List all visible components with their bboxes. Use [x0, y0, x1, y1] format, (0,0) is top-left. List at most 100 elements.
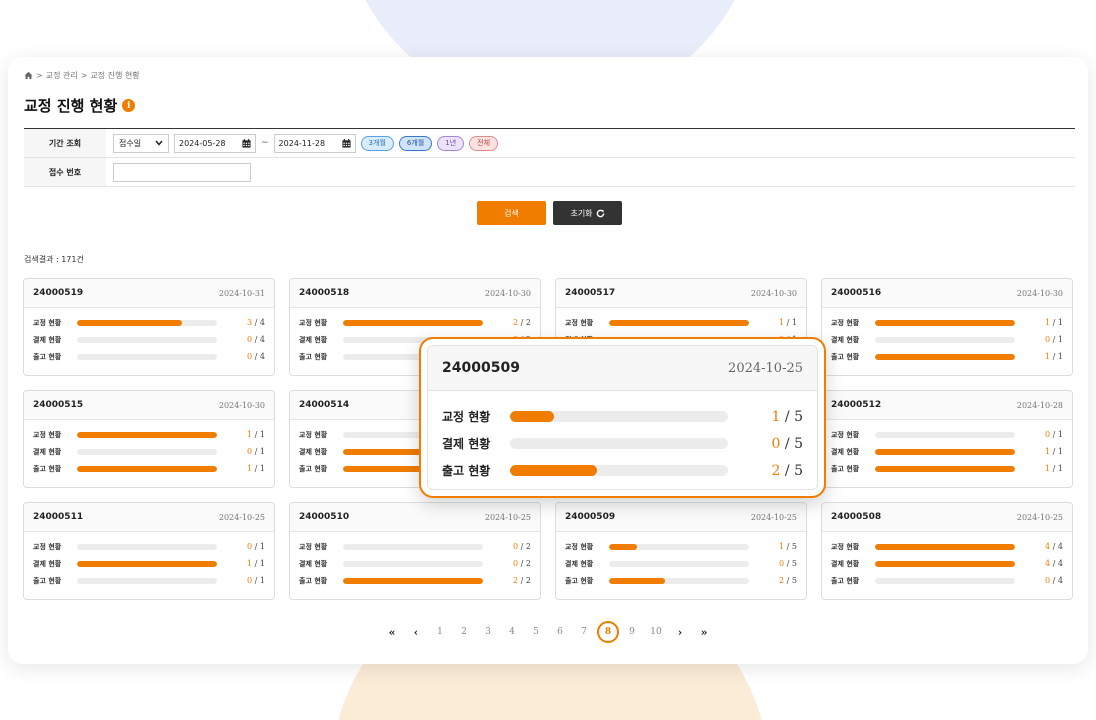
result-card[interactable]: 24000512 2024-10-28 교정 현황 0 / 1 결제 현황 1 / 1 출고… [821, 390, 1073, 488]
shipment-status-progress-fill [875, 465, 1015, 472]
home-icon[interactable] [24, 71, 33, 80]
calibration-status-label: 교정 현황 [33, 542, 62, 551]
payment-status-row: 결제 현황 4 / 4 [831, 555, 1063, 572]
shipment-status-value: 0 / 1 [247, 576, 265, 585]
card-date: 2024-10-31 [218, 288, 265, 298]
payment-status-value: 0 / 1 [247, 447, 265, 456]
status-done-count: 1 [779, 318, 785, 327]
search-filter: 기간 조회 접수일 2024-05-28 ~ 2024-11-28 3개월 6개… [24, 128, 1075, 187]
shipment-status-label: 출고 현황 [33, 464, 62, 473]
page-number[interactable]: 7 [581, 627, 587, 637]
prev-page-button[interactable]: ‹ [413, 625, 419, 639]
date-to-input[interactable]: 2024-11-28 [273, 133, 356, 153]
info-icon[interactable]: i [122, 99, 136, 112]
date-from-input[interactable]: 2024-05-28 [174, 133, 256, 153]
page-number[interactable]: 4 [509, 627, 515, 637]
date-type-select[interactable]: 접수일 [113, 133, 169, 153]
result-card[interactable]: 24000510 2024-10-25 교정 현황 0 / 2 결제 현황 0 / 2 출고… [289, 502, 541, 600]
calendar-icon[interactable] [242, 138, 251, 148]
result-card[interactable]: 24000516 2024-10-30 교정 현황 1 / 1 결제 현황 0 / 1 출고… [821, 278, 1073, 376]
payment-status-row: 결제 현황 0 / 1 [33, 443, 265, 460]
card-stats: 교정 현황 0 / 1 결제 현황 1 / 1 출고 현황 1 / 1 [822, 420, 1072, 477]
popup-shipment-status-row: 출고 현황 2 / 5 [442, 457, 803, 484]
page-number-current[interactable]: 8 [597, 621, 619, 643]
shipment-status-row: 출고 현황 1 / 1 [831, 348, 1063, 365]
calibration-status-progress-bar [875, 543, 1015, 550]
status-done-count: 2 [513, 318, 519, 327]
reset-button[interactable]: 초기화 [553, 201, 622, 225]
status-done-count: 0 [771, 435, 781, 452]
status-total-count: 1 [1057, 318, 1063, 327]
shipment-status-value: 1 / 1 [1045, 352, 1063, 361]
payment-status-row: 결제 현황 0 / 2 [299, 555, 531, 572]
card-header: 24000519 2024-10-31 [24, 279, 274, 308]
status-total-count: 1 [1057, 352, 1063, 361]
result-card[interactable]: 24000519 2024-10-31 교정 현황 3 / 4 결제 현황 0 / 4 출고… [23, 278, 275, 376]
payment-status-progress-fill [77, 560, 217, 567]
pagination: « ‹ 1 2 3 4 5 6 7 8 9 10 › » [380, 621, 716, 643]
calibration-status-value: 0 / 2 [513, 542, 531, 551]
result-card[interactable]: 24000515 2024-10-30 교정 현황 1 / 1 결제 현황 0 / 1 출고… [23, 390, 275, 488]
result-card[interactable]: 24000508 2024-10-25 교정 현황 4 / 4 결제 현황 4 / 4 출고… [821, 502, 1073, 600]
status-total-count: 1 [1057, 464, 1063, 473]
status-done-count: 0 [247, 352, 253, 361]
popup-date: 2024-10-25 [728, 360, 803, 376]
card-header: 24000510 2024-10-25 [290, 503, 540, 532]
receipt-number-input[interactable] [113, 162, 251, 182]
status-total-count: 1 [1057, 335, 1063, 344]
popup-calibration-status-value: 1 / 5 [771, 408, 803, 425]
date-from-value: 2024-05-28 [179, 138, 226, 148]
shipment-status-row: 출고 현황 0 / 4 [33, 348, 265, 365]
calibration-status-progress-fill [875, 319, 1015, 326]
search-button[interactable]: 검색 [477, 201, 546, 225]
payment-status-value: 1 / 1 [1045, 447, 1063, 456]
payment-status-progress-bar [77, 336, 217, 343]
page-number[interactable]: 1 [437, 627, 443, 637]
period-chip-3-months[interactable]: 3개월 [360, 135, 394, 151]
calibration-status-progress-bar [875, 319, 1015, 326]
payment-status-row: 결제 현황 0 / 4 [33, 331, 265, 348]
last-page-button[interactable]: » [700, 625, 708, 639]
period-chip-1-year[interactable]: 1년 [437, 135, 465, 151]
card-stats: 교정 현황2 / 2결제 현황0 / 2출고 현황0 / 2 [290, 308, 540, 365]
calibration-status-label: 교정 현황 [299, 542, 328, 551]
result-card[interactable]: 24000511 2024-10-25 교정 현황 0 / 1 결제 현황 1 / 1 출고… [23, 502, 275, 600]
calibration-status-value: 3 / 4 [247, 318, 265, 327]
breadcrumb-item-current: 교정 진행 현황 [90, 71, 140, 80]
payment-status-progress-bar [343, 336, 483, 343]
status-total-count: 2 [525, 542, 531, 551]
page-number[interactable]: 6 [557, 627, 563, 637]
calibration-status-label: 교정 현황 [33, 318, 62, 327]
card-receipt-number: 24000514 [299, 400, 350, 410]
payment-status-progress-bar [77, 448, 217, 455]
status-total-count: 1 [259, 542, 265, 551]
status-total-count: 2 [525, 559, 531, 568]
card-header: 24000511 2024-10-25 [24, 503, 274, 532]
page-number[interactable]: 9 [629, 627, 635, 637]
payment-status-row: 결제 현황 0 / 1 [831, 331, 1063, 348]
next-page-button[interactable]: › [677, 625, 683, 639]
page-number[interactable]: 2 [461, 627, 467, 637]
period-chip-all[interactable]: 전체 [469, 135, 499, 151]
payment-status-label: 결제 현황 [33, 335, 62, 344]
page-number[interactable]: 10 [650, 627, 662, 637]
status-total-count: 4 [259, 335, 265, 344]
payment-status-progress-bar [875, 448, 1015, 455]
calibration-status-row: 교정 현황 4 / 4 [831, 538, 1063, 555]
status-total-count: 4 [1057, 576, 1063, 585]
payment-status-label: 결제 현황 [33, 447, 62, 456]
page-number[interactable]: 5 [533, 627, 539, 637]
breadcrumb-item-calibration-management[interactable]: 교정 관리 [45, 71, 78, 80]
calendar-icon[interactable] [341, 138, 351, 148]
shipment-status-label: 출고 현황 [831, 464, 860, 473]
page-number[interactable]: 3 [485, 627, 491, 637]
status-done-count: 4 [1045, 542, 1051, 551]
result-card[interactable]: 24000509 2024-10-25 교정 현황 1 / 5 결제 현황 0 / 5 출고… [555, 502, 807, 600]
first-page-button[interactable]: « [388, 625, 396, 639]
popup-payment-status-label: 결제 현황 [442, 437, 491, 451]
period-chip-6-months[interactable]: 6개월 [398, 135, 433, 151]
status-done-count: 0 [779, 559, 785, 568]
status-done-count: 2 [771, 462, 781, 479]
card-detail-popup: 24000509 2024-10-25 교정 현황 1 / 5 결제 현황 0 / 5… [419, 337, 826, 498]
